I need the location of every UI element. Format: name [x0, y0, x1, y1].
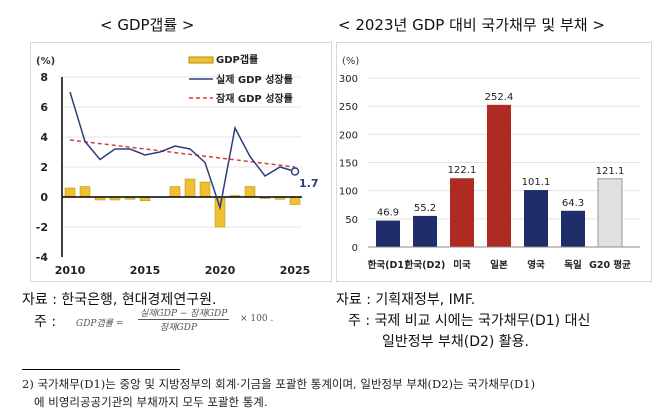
formula-lhs: GDP갭률 = [76, 319, 124, 329]
debt-bar [487, 104, 511, 247]
x-tick-label: 미국 [453, 259, 471, 271]
formula-tail: × 100 . [240, 314, 274, 324]
data-label: 121.1 [596, 166, 625, 177]
legend-swatch-gap [188, 56, 214, 64]
gap-bar [64, 187, 76, 198]
y-tick-label: 0 [352, 243, 358, 254]
data-label: 252.4 [485, 92, 514, 103]
x-tick-label: 한국(D2) [405, 259, 446, 271]
footnote-divider [22, 369, 180, 370]
y-tick-label: 50 [345, 215, 358, 226]
left-note-label: 주 : [34, 314, 57, 330]
gap-bar [214, 196, 226, 228]
left-chart-frame [30, 42, 332, 282]
legend-label-gap: GDP갭률 [216, 54, 258, 66]
y-tick-label: 8 [40, 71, 48, 84]
y-axis-unit: (%) [36, 56, 55, 67]
y-tick-label: 100 [339, 187, 358, 198]
x-tick-label: 독일 [564, 259, 582, 271]
right-chart-title: < 2023년 GDP 대비 국가채무 및 부채 > [338, 16, 605, 34]
y-axis-unit: (%) [342, 56, 359, 67]
debt-bar [524, 190, 548, 247]
data-label: 122.1 [448, 165, 477, 176]
y-tick-label: -2 [36, 221, 48, 234]
x-tick-label: 2010 [55, 264, 86, 277]
x-tick-label: 영국 [527, 259, 545, 271]
y-tick-label: 6 [40, 101, 48, 114]
left-source: 자료 : 한국은행, 현대경제연구원. [22, 292, 217, 308]
x-tick-label: 2020 [205, 264, 236, 277]
gap-bar [184, 178, 196, 198]
y-tick-label: 300 [339, 74, 358, 85]
gap-bar [199, 181, 211, 198]
x-tick-label: 2015 [130, 264, 161, 277]
potential-growth-line [69, 139, 296, 168]
debt-bar [597, 178, 623, 248]
actual-growth-line [69, 91, 296, 211]
annotation-label: 1.7 [299, 177, 319, 190]
gap-bar [244, 186, 256, 198]
x-tick-label: 한국(D1) [368, 259, 409, 271]
last-point-marker [290, 167, 300, 176]
debt-bar [413, 215, 437, 247]
data-label: 46.9 [377, 208, 399, 219]
data-label: 101.1 [522, 177, 551, 188]
footnote-line1: 2) 국가채무(D1)는 중앙 및 지방정부의 회계·기금을 포괄한 통계이며,… [22, 377, 536, 391]
legend-label-actual: 실제 GDP 성장률 [216, 73, 293, 86]
y-tick-label: 2 [40, 161, 48, 174]
y-tick-label: 150 [339, 159, 358, 170]
right-chart-frame [336, 42, 652, 282]
gap-bar [289, 196, 301, 205]
y-tick-label: 200 [339, 130, 358, 141]
right-source: 자료 : 기획재정부, IMF. [336, 292, 476, 308]
x-tick-label: 일본 [490, 259, 508, 271]
debt-bar [450, 178, 474, 247]
debt-bar [561, 210, 585, 247]
gap-bar [79, 186, 91, 198]
right-note-line1: 주 : 국제 비교 시에는 국가채무(D1) 대신 [348, 313, 591, 329]
right-note-line2: 일반정부 부채(D2) 활용. [382, 334, 530, 350]
data-label: 64.3 [562, 198, 584, 209]
formula-numerator: 실제GDP − 잠재GDP [138, 306, 230, 320]
left-chart-title: < GDP갭률 > [100, 16, 195, 34]
formula-denominator: 잠재GDP [160, 323, 198, 333]
x-tick-label: G20 평균 [589, 259, 631, 271]
data-label: 55.2 [414, 203, 436, 214]
debt-bar [376, 220, 400, 247]
x-tick-label: 2025 [280, 264, 311, 277]
y-tick-label: 250 [339, 102, 358, 113]
y-tick-label: 0 [40, 191, 48, 204]
y-tick-label: 4 [40, 131, 48, 144]
gap-bar [169, 186, 181, 198]
footnote-line2: 에 비영리공공기관의 부채까지 모두 포괄한 통계. [34, 395, 268, 409]
legend-label-potential: 잠재 GDP 성장률 [216, 92, 293, 105]
y-tick-label: -4 [36, 251, 49, 264]
